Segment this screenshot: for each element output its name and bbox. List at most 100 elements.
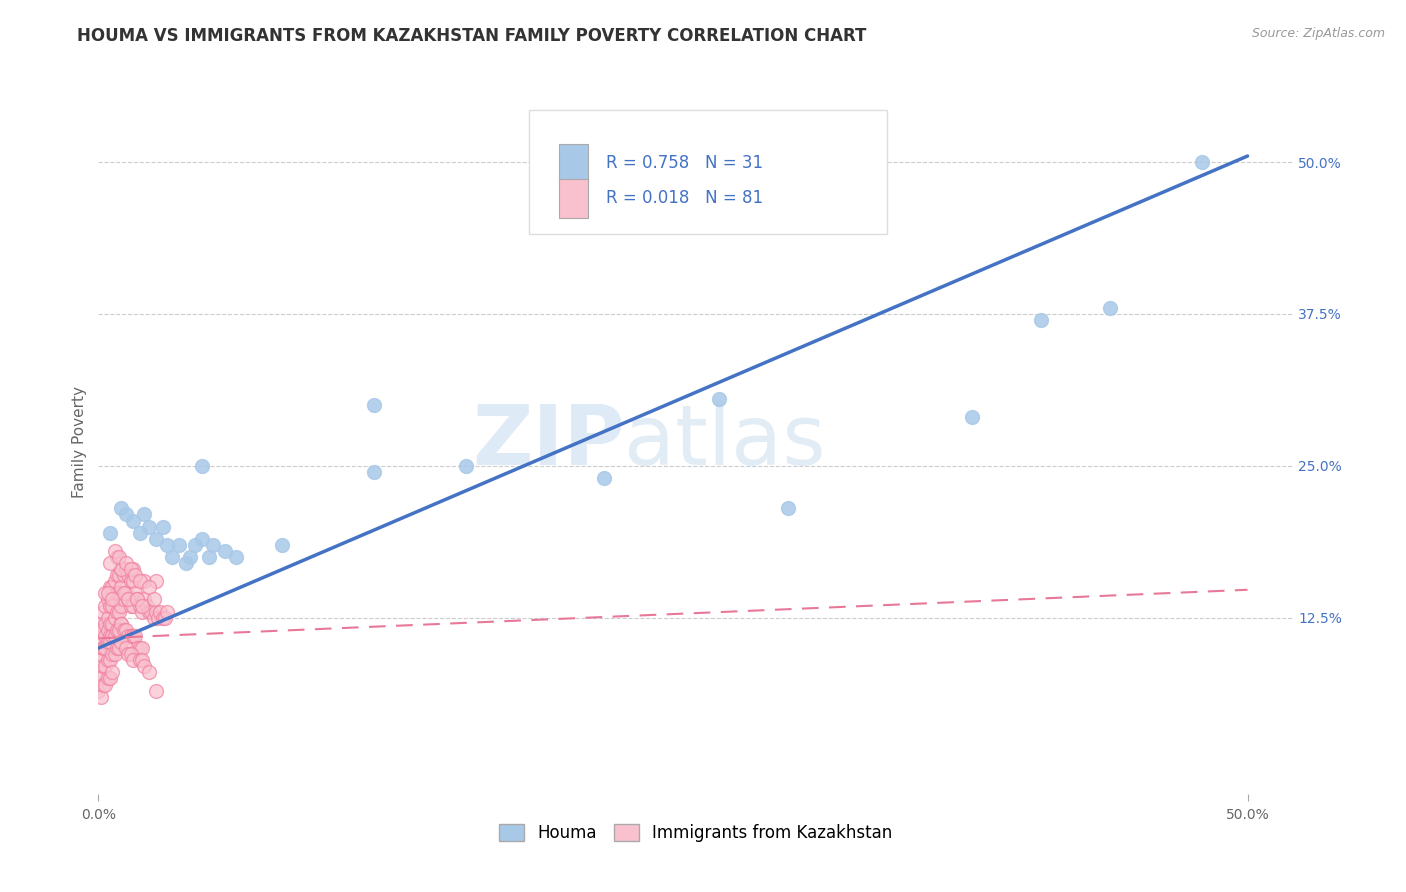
Point — [110, 599, 132, 613]
Point — [90, 690, 112, 704]
Point — [94, 641, 117, 656]
Point — [108, 586, 131, 600]
Point — [117, 647, 139, 661]
Point — [98, 580, 121, 594]
Point — [131, 653, 153, 667]
Point — [707, 392, 730, 406]
Point — [115, 508, 138, 522]
Point — [156, 605, 179, 619]
Point — [97, 623, 120, 637]
Point — [115, 562, 138, 576]
Point — [456, 458, 478, 473]
Point — [103, 544, 125, 558]
Point — [135, 599, 157, 613]
Point — [98, 635, 121, 649]
Point — [120, 562, 142, 576]
Point — [1029, 313, 1052, 327]
Text: HOUMA VS IMMIGRANTS FROM KAZAKHSTAN FAMILY POVERTY CORRELATION CHART: HOUMA VS IMMIGRANTS FROM KAZAKHSTAN FAMI… — [77, 27, 866, 45]
Point — [103, 592, 125, 607]
Point — [87, 623, 110, 637]
Point — [115, 556, 138, 570]
Point — [127, 641, 149, 656]
Point — [117, 629, 139, 643]
Point — [101, 580, 124, 594]
Point — [97, 586, 120, 600]
Point — [120, 629, 142, 643]
Point — [105, 586, 128, 600]
Point — [117, 592, 139, 607]
Point — [112, 623, 135, 637]
Point — [122, 562, 145, 576]
Point — [94, 677, 117, 691]
Point — [103, 629, 125, 643]
Point — [145, 532, 167, 546]
Point — [142, 611, 165, 625]
Point — [110, 501, 132, 516]
Point — [1191, 155, 1213, 169]
Point — [148, 611, 170, 625]
Point — [131, 605, 153, 619]
Point — [101, 616, 124, 631]
Point — [127, 592, 149, 607]
Point — [108, 549, 131, 564]
Point — [214, 544, 236, 558]
Point — [122, 629, 145, 643]
Point — [110, 616, 132, 631]
Point — [91, 605, 114, 619]
Point — [124, 568, 146, 582]
Point — [91, 623, 114, 637]
Point — [91, 677, 114, 691]
Point — [127, 592, 149, 607]
Point — [98, 672, 121, 686]
Point — [97, 653, 120, 667]
Point — [115, 641, 138, 656]
Point — [138, 519, 160, 533]
Point — [134, 592, 156, 607]
Point — [122, 574, 145, 589]
Point — [90, 616, 112, 631]
Point — [191, 458, 214, 473]
Point — [105, 549, 128, 564]
Text: Source: ZipAtlas.com: Source: ZipAtlas.com — [1251, 27, 1385, 40]
Point — [101, 599, 124, 613]
Point — [115, 586, 138, 600]
Point — [103, 629, 125, 643]
Point — [145, 683, 167, 698]
Point — [110, 616, 132, 631]
Point — [91, 641, 114, 656]
Point — [960, 410, 983, 425]
Point — [225, 549, 247, 564]
Point — [87, 665, 110, 680]
Point — [128, 525, 150, 540]
Point — [103, 647, 125, 661]
Point — [98, 641, 121, 656]
Point — [160, 549, 183, 564]
Point — [145, 574, 167, 589]
Point — [138, 665, 160, 680]
Point — [105, 568, 128, 582]
Point — [101, 592, 124, 607]
Point — [90, 672, 112, 686]
Point — [94, 641, 117, 656]
Point — [120, 599, 142, 613]
Point — [97, 672, 120, 686]
Point — [98, 525, 121, 540]
Point — [94, 586, 117, 600]
Point — [112, 592, 135, 607]
Point — [120, 647, 142, 661]
Point — [117, 592, 139, 607]
Point — [124, 586, 146, 600]
Point — [271, 538, 294, 552]
Text: R = 0.018   N = 81: R = 0.018 N = 81 — [606, 189, 763, 208]
Point — [363, 465, 385, 479]
Text: ZIP: ZIP — [472, 401, 624, 482]
Point — [94, 616, 117, 631]
Point — [105, 641, 128, 656]
FancyBboxPatch shape — [529, 111, 887, 234]
Point — [134, 659, 156, 673]
Point — [202, 538, 225, 552]
Point — [108, 623, 131, 637]
Point — [141, 605, 163, 619]
Point — [101, 665, 124, 680]
Point — [593, 471, 616, 485]
